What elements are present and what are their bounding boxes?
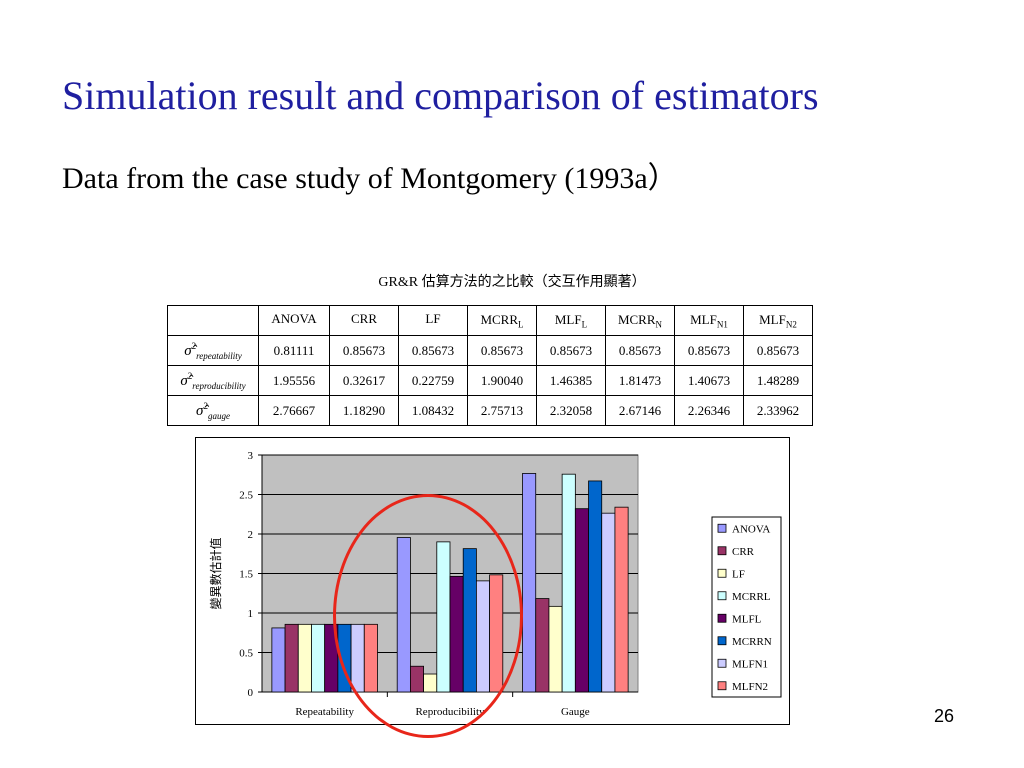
y-tick-label: 1.5	[239, 569, 253, 581]
bar	[271, 627, 286, 693]
slide-subtitle: Data from the case study of Montgomery (…	[62, 162, 678, 195]
table-cell: 1.18290	[329, 395, 399, 426]
table-cell: 1.81473	[605, 365, 675, 396]
y-tick-label: 1	[248, 608, 254, 620]
bar	[588, 480, 603, 693]
row-label: σ̂2reproducibility	[167, 365, 259, 396]
legend-swatch	[717, 658, 727, 668]
estimator-comparison-table: ANOVA CRR LF MCRRL MLFL MCRRN MLFN1 MLFN…	[167, 305, 813, 426]
row-label: σ̂2repeatability	[167, 335, 259, 366]
column-header: LF	[398, 305, 468, 336]
legend-swatch	[717, 523, 727, 533]
column-header: MLFN1	[674, 305, 744, 336]
legend-label: MLFN1	[732, 658, 768, 670]
table-header-row: ANOVA CRR LF MCRRL MLFL MCRRN MLFN1 MLFN…	[167, 305, 813, 336]
table-cell: 0.85673	[536, 335, 606, 366]
y-tick-label: 3	[248, 450, 254, 462]
bar	[284, 623, 299, 693]
table-cell: 0.22759	[398, 365, 468, 396]
slide-title: Simulation result and comparison of esti…	[62, 73, 819, 118]
legend-label: CRR	[732, 546, 755, 558]
column-header: MLFL	[536, 305, 606, 336]
column-header: MCRRN	[605, 305, 675, 336]
bar	[297, 623, 312, 693]
table-cell: 1.40673	[674, 365, 744, 396]
legend-swatch	[717, 636, 727, 646]
y-tick-label: 2.5	[239, 490, 253, 502]
table-cell: 1.90040	[467, 365, 537, 396]
table-row: σ̂2gauge 2.76667 1.18290 1.08432 2.75713…	[167, 395, 813, 426]
table-cell: 2.67146	[605, 395, 675, 426]
column-header: ANOVA	[258, 305, 330, 336]
legend-swatch	[717, 681, 727, 691]
bar	[601, 512, 616, 693]
bar	[311, 623, 326, 693]
y-axis-label: 變異數估計值	[208, 537, 223, 609]
table-cell: 0.85673	[398, 335, 468, 366]
legend-label: MLFN2	[732, 681, 768, 693]
bar	[561, 473, 576, 693]
row-label: σ̂2gauge	[167, 395, 259, 426]
bar	[535, 598, 550, 693]
table-cell: 1.95556	[258, 365, 330, 396]
table-corner-cell	[167, 305, 259, 336]
y-tick-label: 0.5	[239, 648, 253, 660]
table-cell: 2.26346	[674, 395, 744, 426]
legend-swatch	[717, 568, 727, 578]
table-caption: GR&R 估算方法的之比較（交互作用顯著）	[378, 275, 646, 290]
legend-swatch	[717, 591, 727, 601]
legend-label: MCRRN	[732, 636, 772, 648]
legend-label: LF	[732, 568, 745, 580]
column-header: MLFN2	[743, 305, 813, 336]
table-cell: 1.46385	[536, 365, 606, 396]
table-cell: 0.85673	[329, 335, 399, 366]
table-cell: 0.85673	[467, 335, 537, 366]
table-cell: 0.81111	[258, 335, 330, 366]
bar	[522, 473, 537, 693]
table-cell: 1.08432	[398, 395, 468, 426]
column-header: CRR	[329, 305, 399, 336]
x-tick-label: Gauge	[561, 706, 590, 718]
table-cell: 0.85673	[605, 335, 675, 366]
legend-swatch	[717, 546, 727, 556]
table-cell: 2.33962	[743, 395, 813, 426]
table-cell: 2.76667	[258, 395, 330, 426]
highlight-ellipse	[333, 494, 523, 738]
legend-swatch	[717, 613, 727, 623]
page-number: 26	[934, 706, 955, 726]
column-header: MCRRL	[467, 305, 537, 336]
y-tick-label: 2	[248, 529, 254, 541]
bar	[548, 605, 563, 693]
table-cell: 0.85673	[743, 335, 813, 366]
table-row: σ̂2reproducibility 1.95556 0.32617 0.227…	[167, 365, 813, 396]
table-row: σ̂2repeatability 0.81111 0.85673 0.85673…	[167, 335, 813, 366]
bar	[574, 508, 589, 693]
legend-label: ANOVA	[732, 523, 770, 535]
x-tick-label: Repeatability	[295, 706, 354, 718]
table-cell: 0.32617	[329, 365, 399, 396]
table-cell: 2.75713	[467, 395, 537, 426]
legend-label: MLFL	[732, 613, 762, 625]
table-cell: 2.32058	[536, 395, 606, 426]
table-cell: 0.85673	[674, 335, 744, 366]
y-tick-label: 0	[248, 687, 254, 699]
legend-label: MCRRL	[732, 591, 771, 603]
bar	[614, 506, 629, 693]
table-cell: 1.48289	[743, 365, 813, 396]
